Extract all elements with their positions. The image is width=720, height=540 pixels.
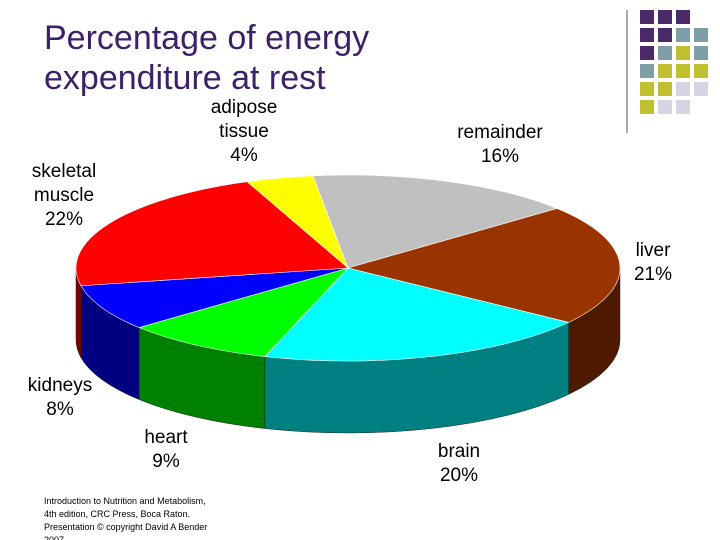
square <box>676 10 690 24</box>
square <box>676 100 690 114</box>
category-label: liver <box>635 240 671 261</box>
slice <box>75 181 349 287</box>
category-label: adipose tissue <box>210 97 278 142</box>
square <box>658 100 672 114</box>
decoration <box>640 10 708 114</box>
square <box>640 82 654 96</box>
category-label: heart <box>144 427 188 448</box>
value-label: 9% <box>152 451 180 472</box>
square <box>658 82 672 96</box>
value-label: 22% <box>44 209 84 230</box>
square <box>694 64 708 78</box>
slice-label: remainder 16% <box>430 121 570 169</box>
square <box>658 10 672 24</box>
slice-label: skeletal muscle 22% <box>14 160 114 232</box>
square <box>694 82 708 96</box>
square <box>640 28 654 42</box>
square <box>640 100 654 114</box>
slice <box>138 267 349 357</box>
square <box>640 46 654 60</box>
square <box>676 64 690 78</box>
slice-label: heart 9% <box>126 426 206 474</box>
category-label: skeletal muscle <box>31 161 97 206</box>
slice <box>264 267 570 362</box>
square <box>676 46 690 60</box>
slice <box>346 208 621 323</box>
square <box>694 46 708 60</box>
square <box>658 64 672 78</box>
chart-title: Percentage of energy expenditure at rest <box>44 19 370 97</box>
category-label: kidneys <box>27 375 93 396</box>
category-label: brain <box>437 441 481 462</box>
value-label: 8% <box>46 399 74 420</box>
slice-label: kidneys 8% <box>0 374 120 422</box>
slice-label: brain 20% <box>419 440 499 488</box>
value-label: 21% <box>633 264 673 285</box>
value-label: 4% <box>230 145 258 166</box>
square <box>676 82 690 96</box>
square <box>676 28 690 42</box>
square <box>658 46 672 60</box>
square <box>640 64 654 78</box>
slice-label: liver 21% <box>613 239 693 287</box>
value-label: 20% <box>439 465 479 486</box>
category-label: remainder <box>457 122 543 143</box>
value-label: 16% <box>480 146 520 167</box>
slice <box>312 174 558 269</box>
slice-label: adipose tissue 4% <box>199 96 289 168</box>
square <box>640 10 654 24</box>
footnote: Introduction to Nutrition and Metabolism… <box>44 496 208 540</box>
square <box>658 28 672 42</box>
slice <box>80 267 349 328</box>
square <box>694 28 708 42</box>
